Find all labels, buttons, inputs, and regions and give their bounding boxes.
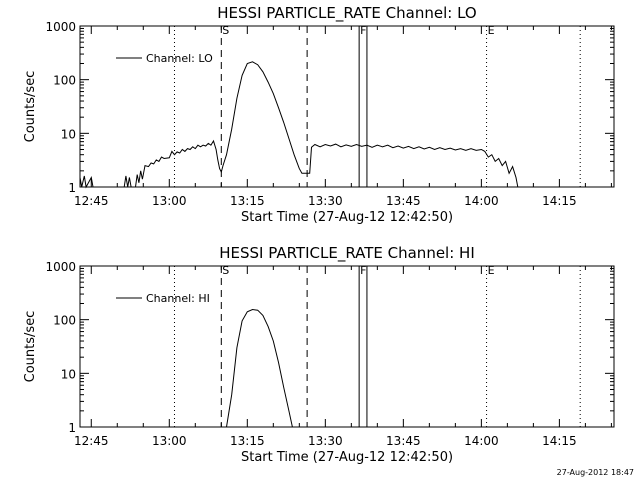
footer-timestamp: 27-Aug-2012 18:47 [556, 468, 634, 477]
x-axis-label: Start Time (27-Aug-12 12:42:50) [241, 450, 453, 465]
x-tick-label: 13:00 [152, 434, 187, 448]
y-tick-label: 1000 [45, 20, 76, 34]
plot-frame [79, 25, 615, 188]
series-line [79, 61, 519, 189]
legend-entry: Channel: HI [146, 292, 210, 305]
y-axis-label: Counts/sec [23, 71, 38, 143]
y-tick-label: 1 [68, 421, 76, 435]
y-axis-label: Counts/sec [23, 311, 38, 383]
x-tick-label: 14:15 [542, 194, 577, 208]
event-marker-label: S [222, 24, 229, 37]
x-tick-label: 12:45 [74, 434, 109, 448]
x-tick-label: 13:45 [386, 194, 421, 208]
x-tick-label: 13:00 [152, 194, 187, 208]
y-tick-label: 100 [53, 74, 76, 88]
x-tick-label: 13:15 [230, 434, 265, 448]
legend-entry: Channel: LO [146, 52, 213, 65]
y-tick-label: 1000 [45, 260, 76, 274]
x-tick-label: 13:15 [230, 194, 265, 208]
y-tick-label: 10 [61, 127, 76, 141]
x-tick-label: 14:15 [542, 434, 577, 448]
event-marker-label: E [488, 24, 495, 37]
event-marker-label: E [488, 264, 495, 277]
x-tick-label: 12:45 [74, 194, 109, 208]
chart-title: HESSI PARTICLE_RATE Channel: HI [219, 244, 475, 263]
x-tick-label: 13:30 [308, 434, 343, 448]
hi-channel-panel: HESSI PARTICLE_RATE Channel: HI Counts/se… [23, 244, 615, 465]
plot-frame [79, 265, 615, 428]
x-tick-label: 14:00 [464, 194, 499, 208]
series-line [226, 308, 293, 428]
y-tick-label: 10 [61, 367, 76, 381]
event-marker-label: S [222, 264, 229, 277]
x-axis-label: Start Time (27-Aug-12 12:42:50) [241, 210, 453, 225]
x-tick-label: 13:30 [308, 194, 343, 208]
event-marker-label: F [360, 264, 366, 277]
x-tick-label: 13:45 [386, 434, 421, 448]
event-marker-label: F [360, 24, 366, 37]
lo-channel-panel: HESSI PARTICLE_RATE Channel: LO Counts/se… [23, 4, 615, 225]
x-tick-label: 14:00 [464, 434, 499, 448]
y-tick-label: 100 [53, 314, 76, 328]
y-tick-label: 1 [68, 181, 76, 195]
chart-title: HESSI PARTICLE_RATE Channel: LO [217, 4, 476, 23]
